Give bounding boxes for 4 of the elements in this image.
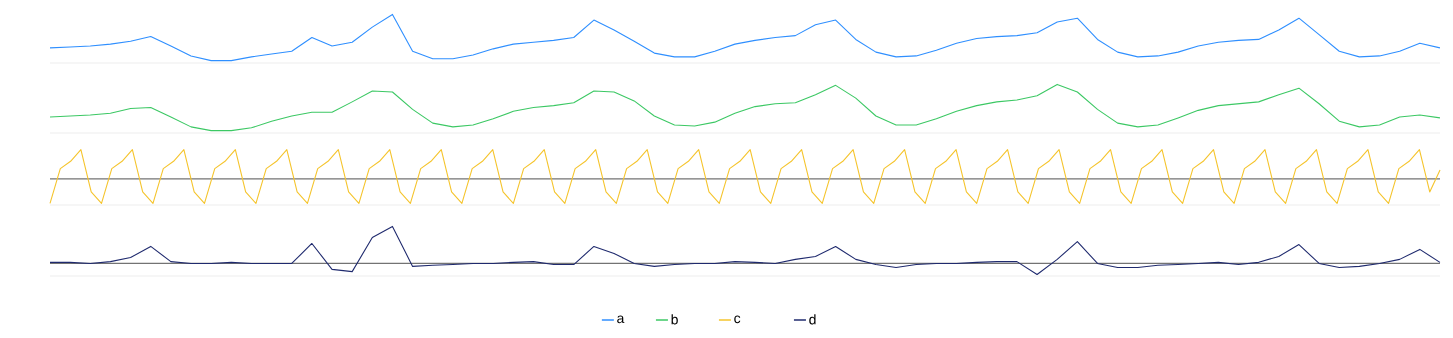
legend-label: d	[809, 314, 816, 325]
legend-label: a	[617, 315, 625, 324]
legend-label: b	[671, 314, 678, 325]
legend-label: c	[734, 315, 741, 324]
